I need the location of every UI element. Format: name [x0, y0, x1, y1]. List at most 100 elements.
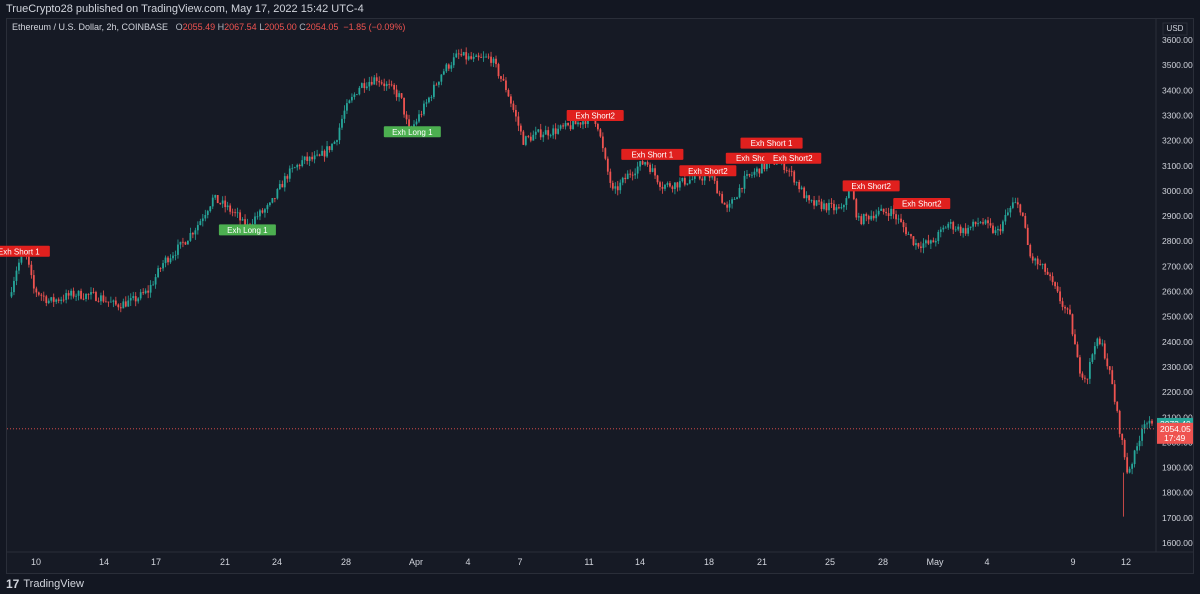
sell-signal-label[interactable]: Exh Short 1	[0, 245, 50, 257]
candle-body	[542, 134, 545, 138]
candle-body	[326, 146, 328, 157]
sell-signal-label[interactable]: Exh Short 1	[740, 137, 803, 149]
signal-label-text: Exh Short2	[575, 111, 615, 120]
candle-body	[721, 194, 724, 203]
candle-body	[644, 162, 647, 165]
candle-body	[567, 122, 569, 126]
price-tick-label: 2100.00	[1162, 412, 1193, 422]
candle-body	[1011, 202, 1014, 208]
candle-body	[1108, 366, 1111, 371]
candle-body	[395, 89, 398, 98]
candle-body	[626, 173, 629, 180]
candle-body	[328, 146, 331, 150]
sell-signal-label[interactable]: Exh Short2	[566, 109, 624, 121]
candle-body	[97, 300, 100, 302]
candle-body	[144, 290, 147, 294]
candle-body	[964, 228, 967, 234]
low-label: L	[259, 22, 265, 32]
sell-signal-label[interactable]: Exh Short2	[893, 197, 951, 209]
candle-body	[664, 184, 666, 189]
candle-body	[601, 136, 604, 149]
time-axis[interactable]: 10 14 17 21 24 28 Apr 4 7 11 14 18 21 25 28 May 4 9 12	[7, 551, 1193, 567]
candle-body	[308, 156, 311, 161]
time-tick-label: May	[926, 557, 944, 567]
candle-body	[609, 171, 612, 183]
candle-body	[301, 160, 304, 167]
candle-body	[13, 280, 15, 293]
candle-body	[139, 292, 142, 299]
time-tick-label: 10	[31, 557, 41, 567]
candle-body	[619, 182, 622, 191]
candle-body	[1051, 276, 1054, 283]
candle-body	[32, 275, 35, 289]
candle-body	[691, 178, 694, 180]
candle-body	[353, 94, 356, 97]
signal-label-text: Exh Long 1	[227, 226, 268, 235]
footer-brand-text: TradingView	[23, 578, 84, 590]
close-label: C	[299, 22, 306, 32]
candle-body	[885, 211, 888, 214]
buy-signal-label[interactable]: Exh Long 1	[383, 126, 441, 138]
candle-body	[823, 203, 825, 210]
candle-body	[201, 218, 204, 222]
candle-body	[172, 255, 174, 259]
candle-body	[341, 118, 343, 128]
buy-signal-label[interactable]: Exh Long 1	[218, 224, 276, 236]
sell-signal-label[interactable]: Exh Short2	[842, 180, 900, 192]
candle-body	[1014, 202, 1017, 204]
candle-body	[813, 200, 815, 206]
candle-body	[331, 143, 333, 150]
candle-body	[194, 230, 197, 235]
candle-body	[629, 173, 632, 175]
time-tick-label: 9	[1070, 557, 1075, 567]
candle-body	[954, 229, 957, 231]
candle-body	[870, 215, 873, 220]
candle-body	[114, 300, 117, 305]
candle-body	[688, 179, 691, 184]
candle-body	[169, 258, 172, 263]
candle-body	[564, 122, 567, 127]
candle-body	[1031, 256, 1034, 261]
candle-body	[261, 210, 264, 213]
candle-body	[378, 81, 381, 83]
candle-body	[291, 167, 294, 169]
candle-body	[351, 96, 353, 101]
sell-signal-label[interactable]: Exh Short 1	[621, 148, 684, 160]
candle-body	[676, 182, 679, 188]
candle-body	[577, 122, 579, 125]
candle-body	[932, 240, 935, 243]
candle-body	[606, 158, 609, 172]
price-tick-label: 2400.00	[1162, 337, 1193, 347]
price-tick-label: 2700.00	[1162, 261, 1193, 271]
change-value: −1.85 (−0.09%)	[343, 22, 406, 32]
candle-body	[95, 292, 97, 301]
price-axis[interactable]: USD1600.001700.001800.001900.002000.0021…	[1155, 19, 1193, 552]
sell-signal-label[interactable]: Exh Short2	[679, 165, 737, 177]
candle-body	[569, 125, 572, 130]
sell-signal-label[interactable]: Exh Short2	[764, 152, 822, 164]
candle-body	[179, 241, 182, 245]
candle-body	[1103, 343, 1106, 359]
footer-brand[interactable]: 17 TradingView	[6, 576, 84, 592]
symbol-legend[interactable]: Ethereum / U.S. Dollar, 2h, COINBASE O20…	[12, 22, 405, 32]
candle-body	[852, 188, 855, 200]
candle-body	[830, 202, 833, 204]
candle-body	[574, 120, 577, 125]
candle-body	[206, 211, 209, 215]
candle-body	[30, 264, 33, 276]
candle-body	[112, 300, 115, 302]
candle-body	[686, 183, 689, 185]
candle-body	[756, 168, 758, 172]
candle-body	[191, 232, 194, 235]
candle-body	[751, 174, 753, 176]
candle-body	[221, 200, 224, 204]
candle-body	[316, 154, 319, 156]
candle-body	[507, 90, 510, 97]
candle-body	[519, 125, 522, 132]
candle-body	[763, 162, 766, 170]
candle-body	[403, 97, 405, 115]
candle-body	[1044, 263, 1047, 272]
candle-body	[977, 223, 979, 225]
candle-body	[87, 293, 90, 295]
